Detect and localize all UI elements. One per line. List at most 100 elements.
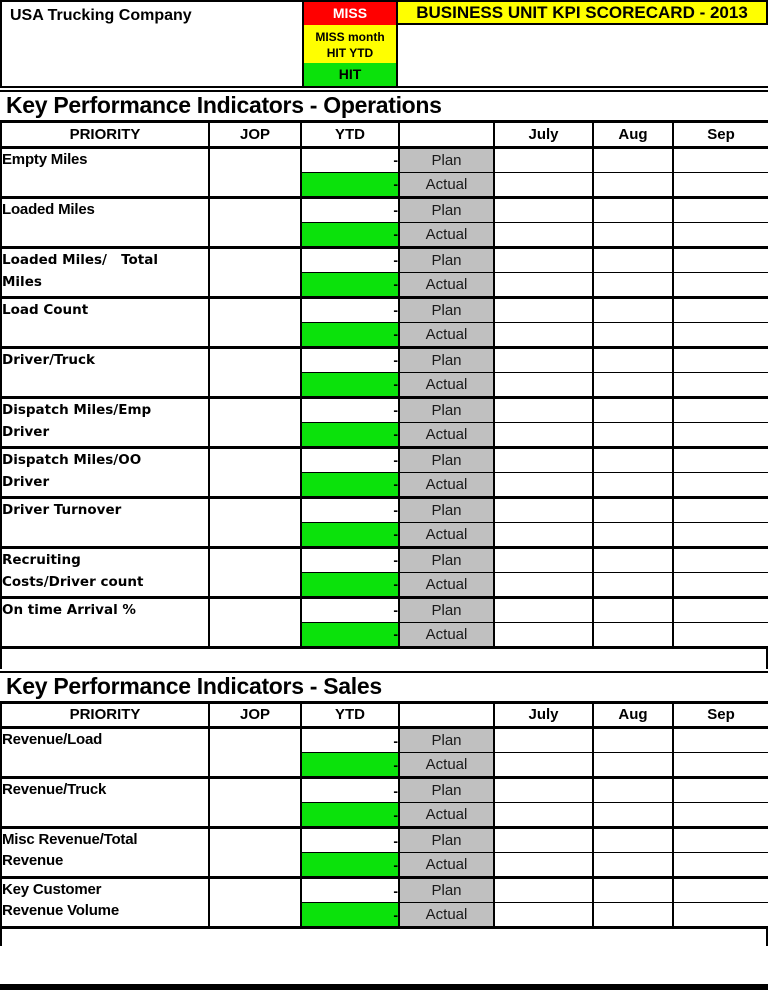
month-value-cell[interactable]: [493, 852, 594, 879]
month-value-cell[interactable]: [592, 445, 674, 473]
month-value-cell[interactable]: [672, 595, 768, 623]
month-value-cell[interactable]: [672, 776, 768, 803]
month-value-cell[interactable]: [672, 345, 768, 373]
month-value-cell[interactable]: [493, 245, 594, 273]
ytd-plan-cell[interactable]: -: [300, 876, 400, 903]
month-value-cell[interactable]: [672, 421, 768, 448]
month-value-cell[interactable]: [493, 752, 594, 779]
ytd-actual-cell[interactable]: -: [300, 371, 400, 398]
month-value-cell[interactable]: [672, 802, 768, 829]
month-value-cell[interactable]: [493, 876, 594, 903]
month-value-cell[interactable]: [672, 371, 768, 398]
month-value-cell[interactable]: [493, 221, 594, 248]
month-value-cell[interactable]: [592, 802, 674, 829]
jop-value-cell[interactable]: [208, 595, 302, 648]
month-value-cell[interactable]: [672, 195, 768, 223]
month-value-cell[interactable]: [672, 445, 768, 473]
month-value-cell[interactable]: [493, 776, 594, 803]
ytd-plan-cell[interactable]: -: [300, 726, 400, 753]
month-value-cell[interactable]: [672, 245, 768, 273]
month-value-cell[interactable]: [592, 876, 674, 903]
month-value-cell[interactable]: [493, 802, 594, 829]
month-value-cell[interactable]: [493, 621, 594, 648]
month-value-cell[interactable]: [592, 295, 674, 323]
ytd-plan-cell[interactable]: -: [300, 345, 400, 373]
month-value-cell[interactable]: [493, 145, 594, 173]
month-value-cell[interactable]: [672, 876, 768, 903]
jop-value-cell[interactable]: [208, 545, 302, 598]
month-value-cell[interactable]: [493, 321, 594, 348]
month-value-cell[interactable]: [672, 571, 768, 598]
month-value-cell[interactable]: [592, 421, 674, 448]
month-value-cell[interactable]: [672, 521, 768, 548]
month-value-cell[interactable]: [493, 521, 594, 548]
jop-value-cell[interactable]: [208, 495, 302, 548]
month-value-cell[interactable]: [592, 271, 674, 298]
month-value-cell[interactable]: [592, 221, 674, 248]
month-value-cell[interactable]: [672, 471, 768, 498]
month-value-cell[interactable]: [493, 195, 594, 223]
jop-value-cell[interactable]: [208, 245, 302, 298]
month-value-cell[interactable]: [672, 145, 768, 173]
ytd-actual-cell[interactable]: -: [300, 171, 400, 198]
month-value-cell[interactable]: [592, 902, 674, 929]
ytd-plan-cell[interactable]: -: [300, 195, 400, 223]
ytd-actual-cell[interactable]: -: [300, 571, 400, 598]
jop-value-cell[interactable]: [208, 395, 302, 448]
month-value-cell[interactable]: [672, 395, 768, 423]
month-value-cell[interactable]: [493, 726, 594, 753]
jop-value-cell[interactable]: [208, 726, 302, 779]
ytd-actual-cell[interactable]: -: [300, 521, 400, 548]
month-value-cell[interactable]: [592, 826, 674, 853]
month-value-cell[interactable]: [592, 852, 674, 879]
month-value-cell[interactable]: [592, 245, 674, 273]
month-value-cell[interactable]: [672, 852, 768, 879]
jop-value-cell[interactable]: [208, 776, 302, 829]
month-value-cell[interactable]: [592, 752, 674, 779]
month-value-cell[interactable]: [672, 295, 768, 323]
month-value-cell[interactable]: [592, 471, 674, 498]
month-value-cell[interactable]: [672, 171, 768, 198]
month-value-cell[interactable]: [592, 521, 674, 548]
month-value-cell[interactable]: [493, 295, 594, 323]
ytd-plan-cell[interactable]: -: [300, 445, 400, 473]
month-value-cell[interactable]: [493, 395, 594, 423]
month-value-cell[interactable]: [672, 752, 768, 779]
month-value-cell[interactable]: [672, 621, 768, 648]
jop-value-cell[interactable]: [208, 145, 302, 198]
month-value-cell[interactable]: [592, 571, 674, 598]
ytd-actual-cell[interactable]: -: [300, 621, 400, 648]
ytd-actual-cell[interactable]: -: [300, 321, 400, 348]
month-value-cell[interactable]: [592, 171, 674, 198]
month-value-cell[interactable]: [672, 271, 768, 298]
month-value-cell[interactable]: [592, 395, 674, 423]
ytd-actual-cell[interactable]: -: [300, 471, 400, 498]
ytd-actual-cell[interactable]: -: [300, 852, 400, 879]
month-value-cell[interactable]: [592, 595, 674, 623]
month-value-cell[interactable]: [592, 345, 674, 373]
month-value-cell[interactable]: [493, 271, 594, 298]
month-value-cell[interactable]: [672, 826, 768, 853]
month-value-cell[interactable]: [592, 195, 674, 223]
month-value-cell[interactable]: [672, 321, 768, 348]
month-value-cell[interactable]: [493, 902, 594, 929]
month-value-cell[interactable]: [672, 902, 768, 929]
month-value-cell[interactable]: [493, 471, 594, 498]
month-value-cell[interactable]: [592, 726, 674, 753]
ytd-plan-cell[interactable]: -: [300, 245, 400, 273]
month-value-cell[interactable]: [592, 371, 674, 398]
month-value-cell[interactable]: [592, 145, 674, 173]
month-value-cell[interactable]: [493, 445, 594, 473]
jop-value-cell[interactable]: [208, 445, 302, 498]
ytd-plan-cell[interactable]: -: [300, 595, 400, 623]
month-value-cell[interactable]: [592, 321, 674, 348]
month-value-cell[interactable]: [493, 545, 594, 573]
month-value-cell[interactable]: [493, 571, 594, 598]
jop-value-cell[interactable]: [208, 826, 302, 879]
jop-value-cell[interactable]: [208, 295, 302, 348]
ytd-plan-cell[interactable]: -: [300, 776, 400, 803]
jop-value-cell[interactable]: [208, 195, 302, 248]
ytd-actual-cell[interactable]: -: [300, 752, 400, 779]
ytd-plan-cell[interactable]: -: [300, 495, 400, 523]
month-value-cell[interactable]: [672, 726, 768, 753]
